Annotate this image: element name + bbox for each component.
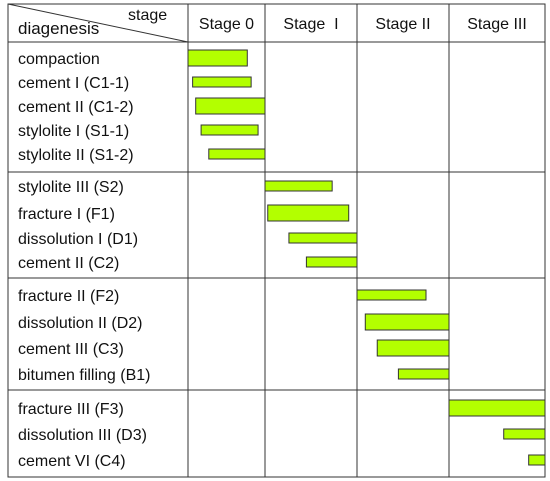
duration-bar [200, 124, 259, 136]
row-label: stylolite I (S1-1) [18, 123, 129, 140]
stage-header: Stage III [467, 16, 527, 33]
duration-bar [267, 204, 350, 222]
bars-layer [187, 49, 546, 466]
row-label: cement VI (C4) [18, 453, 126, 470]
duration-bar [208, 148, 266, 160]
stage-header: Stage I [283, 16, 338, 33]
table-grid [7, 3, 546, 478]
labels-layer: stage diagenesis Stage 0 Stage I Stage II Sta… [18, 7, 527, 470]
duration-bar [192, 76, 252, 88]
stage-header: Stage II [375, 16, 430, 33]
duration-bar [288, 232, 358, 244]
duration-bar [305, 256, 358, 268]
duration-bar [187, 49, 248, 67]
row-label: cement I (C1-1) [18, 75, 129, 92]
corner-diagenesis-label: diagenesis [18, 19, 99, 38]
row-label: fracture I (F1) [18, 206, 115, 223]
row-label: fracture II (F2) [18, 288, 119, 305]
duration-bar [528, 454, 546, 466]
duration-bar [397, 368, 450, 380]
duration-bar [503, 428, 546, 440]
duration-bar [448, 399, 546, 417]
row-label: cement III (C3) [18, 341, 124, 358]
row-label: dissolution II (D2) [18, 315, 143, 332]
duration-bar [195, 97, 266, 115]
row-label: cement II (C1-2) [18, 99, 134, 116]
duration-bar [264, 180, 333, 192]
corner-diagonal [7, 3, 189, 43]
row-label: dissolution I (D1) [18, 231, 138, 248]
duration-bar [364, 313, 450, 331]
row-label: dissolution III (D3) [18, 427, 147, 444]
row-label: bitumen filling (B1) [18, 367, 151, 384]
table-frame [7, 3, 546, 478]
corner-stage-label: stage [128, 7, 167, 24]
row-label: fracture III (F3) [18, 401, 124, 418]
row-label: stylolite II (S1-2) [18, 147, 134, 164]
row-label: compaction [18, 51, 100, 68]
duration-bar [356, 289, 427, 301]
row-label: cement II (C2) [18, 255, 119, 272]
duration-bar [376, 339, 450, 357]
stage-header: Stage 0 [199, 16, 254, 33]
row-label: stylolite III (S2) [18, 179, 124, 196]
